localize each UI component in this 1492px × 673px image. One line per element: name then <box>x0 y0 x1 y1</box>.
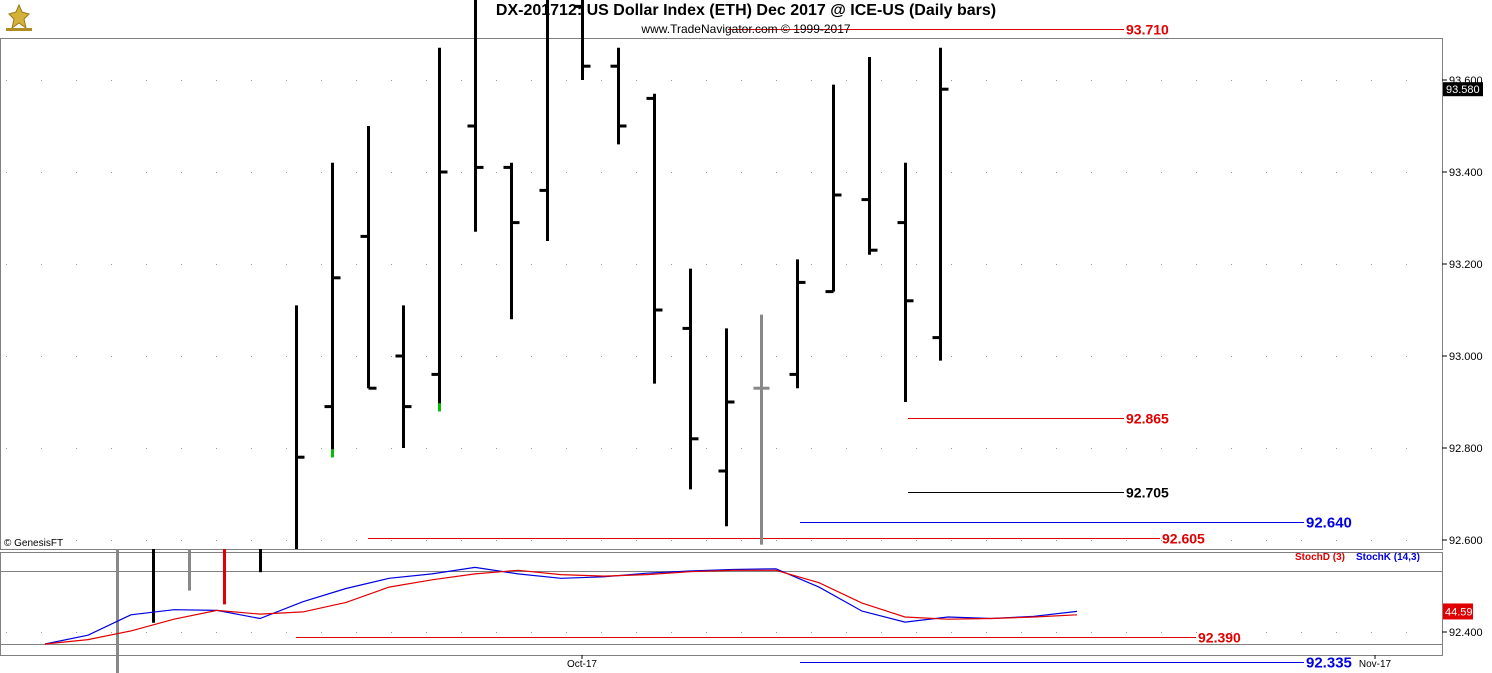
stoch-k-legend: StochK (14,3) <box>1356 552 1420 563</box>
level-label: 92.640 <box>1306 515 1352 532</box>
level-label: 92.865 <box>1126 411 1169 427</box>
stoch-line <box>44 566 1078 645</box>
stochastic-panel: StochD (3) StochK (14,3) 44.59 <box>44 552 1473 645</box>
price-bars: © GenesisFT <box>4 0 949 673</box>
watermark: © GenesisFT <box>4 538 63 549</box>
price-tick-label: 93.200 <box>1449 259 1483 271</box>
last-price-label: 93.580 <box>1446 84 1480 96</box>
stoch-line <box>44 569 1078 645</box>
stoch-value-box <box>1443 603 1473 620</box>
level-label: 92.390 <box>1198 630 1241 646</box>
stoch-d-legend: StochD (3) <box>1295 552 1345 563</box>
level-label: 92.605 <box>1162 531 1205 547</box>
time-tick-label: Oct-17 <box>567 659 597 670</box>
price-tick-label: 92.400 <box>1449 627 1483 639</box>
level-label: 92.705 <box>1126 485 1169 501</box>
level-label: 92.335 <box>1306 655 1352 672</box>
price-axis: 94.40094.20094.00093.80093.60093.40093.2… <box>1442 75 1483 639</box>
stoch-value-label: 44.59 <box>1445 606 1473 618</box>
time-tick-label: Nov-17 <box>1359 659 1392 670</box>
stoch-panel-frame <box>0 552 1443 656</box>
last-price-box <box>1443 82 1483 97</box>
grid-dots <box>6 80 1440 633</box>
chart-frames <box>0 38 1443 656</box>
time-axis: Oct-17 Nov-17 <box>567 655 1392 670</box>
price-tick-label: 92.800 <box>1449 443 1483 455</box>
level-lines: 94.28094.20593.96593.94093.93593.82593.7… <box>296 22 1352 672</box>
price-tick-label: 93.400 <box>1449 167 1483 179</box>
price-tick-label: 92.600 <box>1449 535 1483 547</box>
chart-subtitle: www.TradeNavigator.com © 1999-2017 <box>641 22 851 36</box>
price-tick-label: 93.000 <box>1449 351 1483 363</box>
price-panel-frame <box>0 38 1443 550</box>
trader-figure-icon <box>6 3 32 31</box>
chart-title: DX-201712: US Dollar Index (ETH) Dec 201… <box>495 2 997 19</box>
level-label: 93.710 <box>1126 22 1169 38</box>
